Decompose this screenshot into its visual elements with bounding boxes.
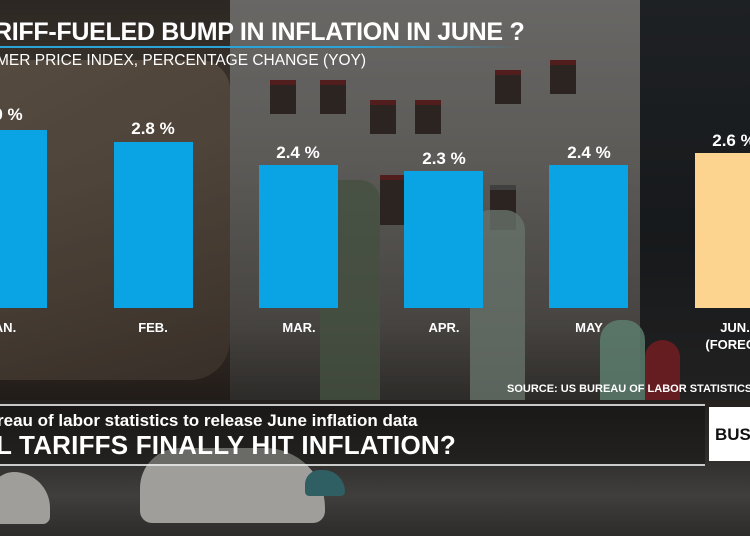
bar-may (549, 165, 628, 308)
bar-value-may: 2.4 % (567, 143, 611, 162)
channel-logo (709, 407, 750, 461)
bar-label-may: MAY (575, 320, 603, 335)
banner-bottom-rule (0, 464, 705, 466)
channel-logo-text: BUS (715, 425, 750, 444)
banner-kicker: reau of labor statistics to release June… (0, 411, 418, 430)
banner-top-rule (0, 404, 705, 406)
source-note: SOURCE: US BUREAU OF LABOR STATISTICS & (507, 383, 750, 395)
bar-value-mar: 2.4 % (276, 143, 320, 162)
bar-label-mar: MAR. (282, 320, 316, 335)
bar-label-apr: APR. (428, 320, 460, 335)
chart-title: RIFF-FUELED BUMP IN INFLATION IN JUNE ? (0, 18, 525, 46)
bar-value-feb: 2.8 % (131, 119, 175, 138)
bar-label-jan: AN. (0, 320, 17, 335)
title-divider (0, 46, 520, 48)
chart-subtitle: MER PRICE INDEX, PERCENTAGE CHANGE (YOY) (0, 52, 367, 69)
bar-apr (404, 171, 483, 308)
bar-mar (259, 165, 338, 308)
bar-jan (0, 130, 47, 308)
bar-jun-forecast (695, 153, 750, 308)
bar-label-feb: FEB. (138, 320, 168, 335)
bar-feb (114, 142, 193, 308)
bar-value-jun: 2.6 % (712, 131, 750, 150)
bar-value-apr: 2.3 % (422, 149, 466, 168)
bar-value-jan: 0 % (0, 105, 23, 124)
bar-label-jun-forecast: (FORECA (705, 337, 750, 352)
lower-third-banner (0, 406, 705, 464)
bar-label-jun: JUN. (720, 320, 750, 335)
street (0, 400, 750, 536)
banner-headline: L TARIFFS FINALLY HIT INFLATION? (0, 430, 456, 460)
